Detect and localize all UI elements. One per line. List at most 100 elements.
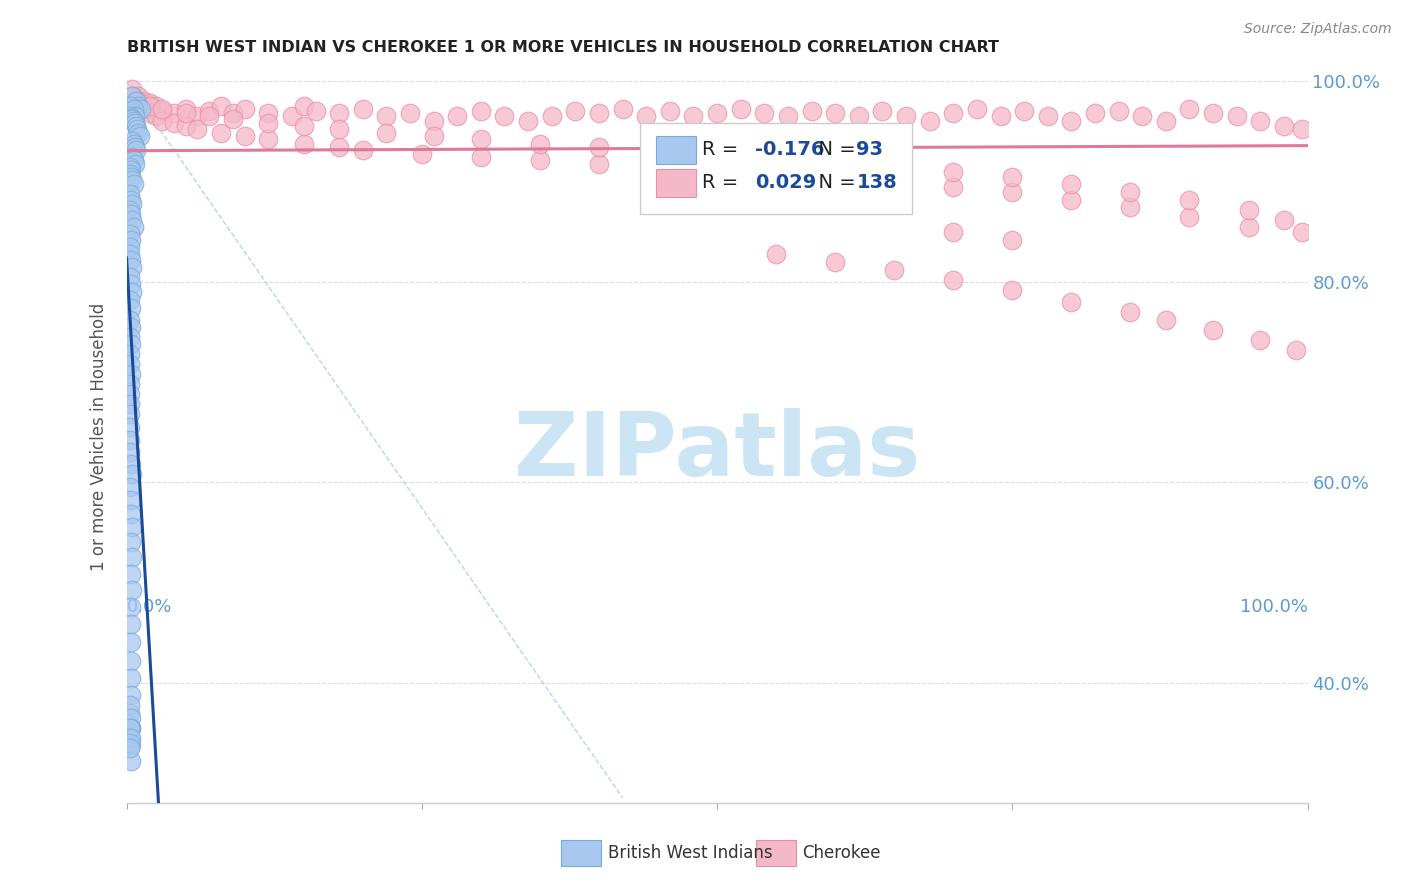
Point	[120, 169, 142, 184]
Text: Cherokee: Cherokee	[801, 844, 880, 863]
Point	[942, 164, 965, 178]
Point	[122, 136, 145, 151]
Point	[883, 262, 905, 277]
Text: N =: N =	[806, 173, 862, 192]
Point	[121, 135, 143, 149]
Point	[328, 122, 350, 136]
Point	[1178, 193, 1201, 207]
Text: 138: 138	[856, 173, 897, 192]
Point	[257, 116, 280, 130]
Point	[122, 219, 145, 234]
Point	[1154, 114, 1177, 128]
Point	[564, 104, 586, 119]
Point	[894, 110, 917, 124]
Point	[292, 120, 315, 134]
Point	[124, 110, 146, 124]
Point	[120, 227, 142, 241]
Text: ZIPatlas: ZIPatlas	[515, 409, 920, 495]
FancyBboxPatch shape	[756, 840, 796, 866]
Point	[120, 160, 142, 174]
Point	[139, 106, 162, 120]
Point	[120, 319, 142, 334]
Point	[121, 172, 143, 186]
Point	[120, 330, 142, 344]
Point	[128, 129, 150, 144]
Point	[125, 95, 148, 109]
Point	[1291, 225, 1313, 239]
Text: 0.0%: 0.0%	[127, 598, 172, 616]
Point	[127, 95, 149, 109]
Point	[120, 617, 142, 632]
Point	[120, 293, 142, 307]
Point	[120, 721, 142, 735]
Point	[754, 106, 776, 120]
Point	[120, 186, 142, 201]
Point	[1119, 185, 1142, 199]
Point	[1119, 305, 1142, 319]
Point	[222, 106, 245, 120]
Point	[658, 145, 681, 159]
Point	[494, 110, 516, 124]
Point	[1060, 193, 1083, 207]
Point	[942, 273, 965, 287]
Point	[1272, 212, 1295, 227]
Point	[120, 457, 142, 471]
Y-axis label: 1 or more Vehicles in Household: 1 or more Vehicles in Household	[90, 303, 108, 571]
Point	[120, 711, 142, 725]
Point	[198, 110, 221, 124]
Point	[1036, 110, 1059, 124]
Point	[872, 104, 894, 119]
Point	[120, 698, 142, 712]
Point	[150, 103, 173, 117]
Text: R =: R =	[702, 140, 744, 159]
Point	[120, 313, 142, 327]
Point	[422, 114, 444, 128]
Point	[134, 103, 156, 117]
Text: 93: 93	[856, 140, 883, 159]
Point	[1001, 169, 1024, 184]
Point	[120, 233, 142, 247]
Point	[120, 301, 142, 315]
Point	[257, 132, 280, 146]
Point	[1272, 120, 1295, 134]
Point	[706, 106, 728, 120]
Point	[328, 139, 350, 153]
Text: Source: ZipAtlas.com: Source: ZipAtlas.com	[1244, 22, 1392, 37]
Point	[150, 104, 173, 119]
Point	[174, 120, 197, 134]
Point	[800, 154, 823, 169]
Point	[1012, 104, 1035, 119]
Point	[120, 420, 142, 434]
Point	[281, 110, 304, 124]
Point	[848, 110, 870, 124]
Point	[942, 225, 965, 239]
Point	[120, 337, 142, 351]
Point	[470, 149, 492, 163]
FancyBboxPatch shape	[655, 169, 696, 197]
Text: 100.0%: 100.0%	[1240, 598, 1308, 616]
Point	[121, 467, 143, 482]
Point	[824, 169, 846, 184]
Point	[120, 721, 142, 735]
Point	[122, 153, 145, 167]
FancyBboxPatch shape	[655, 136, 696, 164]
Point	[352, 143, 374, 157]
FancyBboxPatch shape	[561, 840, 602, 866]
Point	[122, 114, 145, 128]
Point	[765, 246, 787, 260]
Point	[706, 162, 728, 177]
Point	[1001, 283, 1024, 297]
Point	[127, 89, 149, 103]
Point	[1060, 294, 1083, 309]
Point	[1285, 343, 1308, 357]
Point	[1001, 185, 1024, 199]
Point	[529, 136, 551, 151]
Point	[120, 507, 142, 521]
Point	[120, 600, 142, 615]
Point	[1178, 103, 1201, 117]
Point	[883, 175, 905, 189]
Point	[120, 104, 142, 119]
Point	[1249, 333, 1271, 347]
Point	[422, 129, 444, 144]
Point	[292, 136, 315, 151]
